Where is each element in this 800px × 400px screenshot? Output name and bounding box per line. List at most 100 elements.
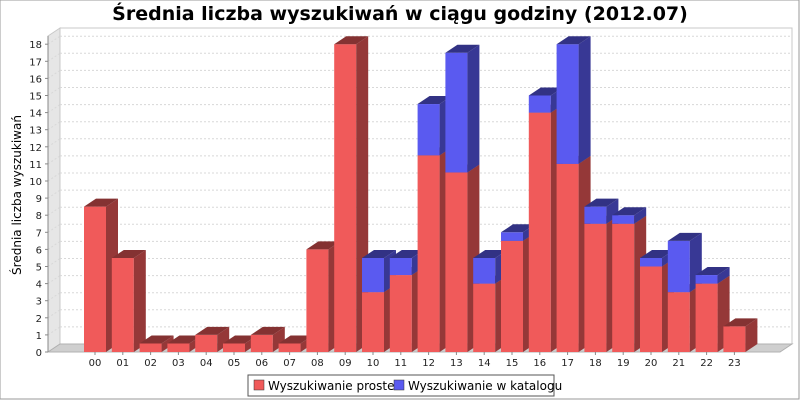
y-tick-label: 2 [36, 314, 42, 325]
bar-top [473, 249, 508, 258]
x-tick-label: 05 [228, 358, 241, 369]
gridline [47, 240, 61, 250]
y-tick-label: 18 [29, 40, 42, 51]
bar-top [223, 335, 257, 344]
x-tick-label: 03 [172, 358, 185, 369]
x-tick-label: 10 [367, 358, 380, 369]
y-tick-label: 14 [29, 109, 42, 120]
gridline [47, 292, 61, 302]
x-tick-label: 16 [533, 358, 546, 369]
y-tick-label: 13 [29, 126, 42, 137]
bar-top [167, 335, 202, 344]
x-tick-label: 21 [672, 358, 685, 369]
bar-front [473, 283, 496, 352]
bar-front [111, 257, 134, 352]
y-tick-label: 1 [36, 331, 42, 342]
x-tick-label: 23 [728, 358, 741, 369]
bar-top [111, 249, 146, 258]
bar-front [640, 266, 662, 352]
bar-front [528, 112, 551, 352]
bar-segment-simple [250, 326, 285, 352]
x-tick-label: 18 [589, 358, 602, 369]
y-tick-label: 17 [29, 57, 42, 68]
x-tick-label: 04 [200, 358, 213, 369]
bar-front [445, 52, 468, 173]
bar-front [584, 206, 607, 224]
bar-front [695, 275, 718, 284]
bar-front [612, 223, 635, 352]
bar-segment-simple [723, 318, 758, 352]
y-tick-label: 5 [36, 263, 42, 274]
bar-top [84, 198, 118, 207]
gridline [47, 223, 61, 233]
x-tick-label: 15 [506, 358, 519, 369]
x-tick-label: 20 [645, 358, 658, 369]
legend-label-simple: Wyszukiwanie proste [268, 379, 394, 393]
bar-front [417, 104, 440, 156]
gridline [47, 189, 61, 199]
bar-front [556, 44, 579, 164]
bar-top [334, 36, 369, 45]
bar-side [745, 318, 758, 352]
bar-front [501, 240, 523, 352]
bar-front [723, 326, 746, 352]
x-tick-label: 01 [116, 358, 129, 369]
x-tick-label: 02 [144, 358, 157, 369]
y-tick-label: 6 [36, 245, 42, 256]
bar-top [667, 232, 702, 241]
bar-segment-catalog [612, 207, 647, 224]
x-tick-label: 11 [394, 358, 407, 369]
bar-front [167, 343, 190, 352]
y-tick-label: 15 [29, 92, 42, 103]
bar-front [417, 155, 440, 352]
legend: Wyszukiwanie proste Wyszukiwanie w katalo… [247, 374, 562, 397]
bar-front [278, 343, 301, 352]
bar-side [578, 36, 591, 164]
bar-front [612, 215, 635, 224]
bar-front [195, 334, 218, 352]
bar-front [556, 163, 579, 352]
x-tick-label: 22 [700, 358, 713, 369]
bar-front [640, 257, 662, 267]
x-tick-label: 09 [339, 358, 352, 369]
bar-front [389, 275, 412, 352]
bar-side [467, 44, 480, 173]
gridline [47, 309, 61, 319]
bar-top [250, 326, 285, 335]
bar-top [584, 198, 619, 207]
bar-top [417, 96, 452, 105]
y-tick-label: 9 [36, 194, 42, 205]
gridline [47, 138, 61, 148]
bar-top [306, 241, 341, 250]
bar-top [528, 87, 563, 96]
gridline [47, 87, 61, 96]
gridline [47, 69, 61, 79]
legend-label-catalog: Wyszukiwanie w katalogu [408, 379, 562, 393]
x-tick-label: 13 [450, 358, 463, 369]
bar-front [84, 206, 106, 352]
left-wall [47, 27, 61, 353]
y-tick-label: 0 [36, 348, 42, 359]
bar-side [634, 207, 647, 224]
bar-front [584, 223, 607, 352]
bar-top [723, 318, 758, 327]
gridline [47, 172, 61, 182]
gridline [47, 206, 61, 216]
legend-swatch-simple [253, 379, 265, 391]
bar-top [362, 249, 396, 258]
bar-front [695, 283, 718, 352]
y-tick-label: 8 [36, 211, 42, 222]
bar-top [389, 249, 424, 258]
bar-segment-catalog [445, 44, 480, 173]
x-tick-label: 08 [311, 358, 324, 369]
y-tick-label: 12 [29, 143, 42, 154]
x-tick-label: 19 [617, 358, 630, 369]
bar-top [139, 335, 174, 344]
bar-side [133, 249, 146, 352]
bar-side [717, 267, 730, 284]
bar-segment-catalog [584, 198, 619, 224]
gridline [47, 121, 61, 131]
gridline [47, 258, 61, 267]
bar-front [445, 172, 468, 352]
